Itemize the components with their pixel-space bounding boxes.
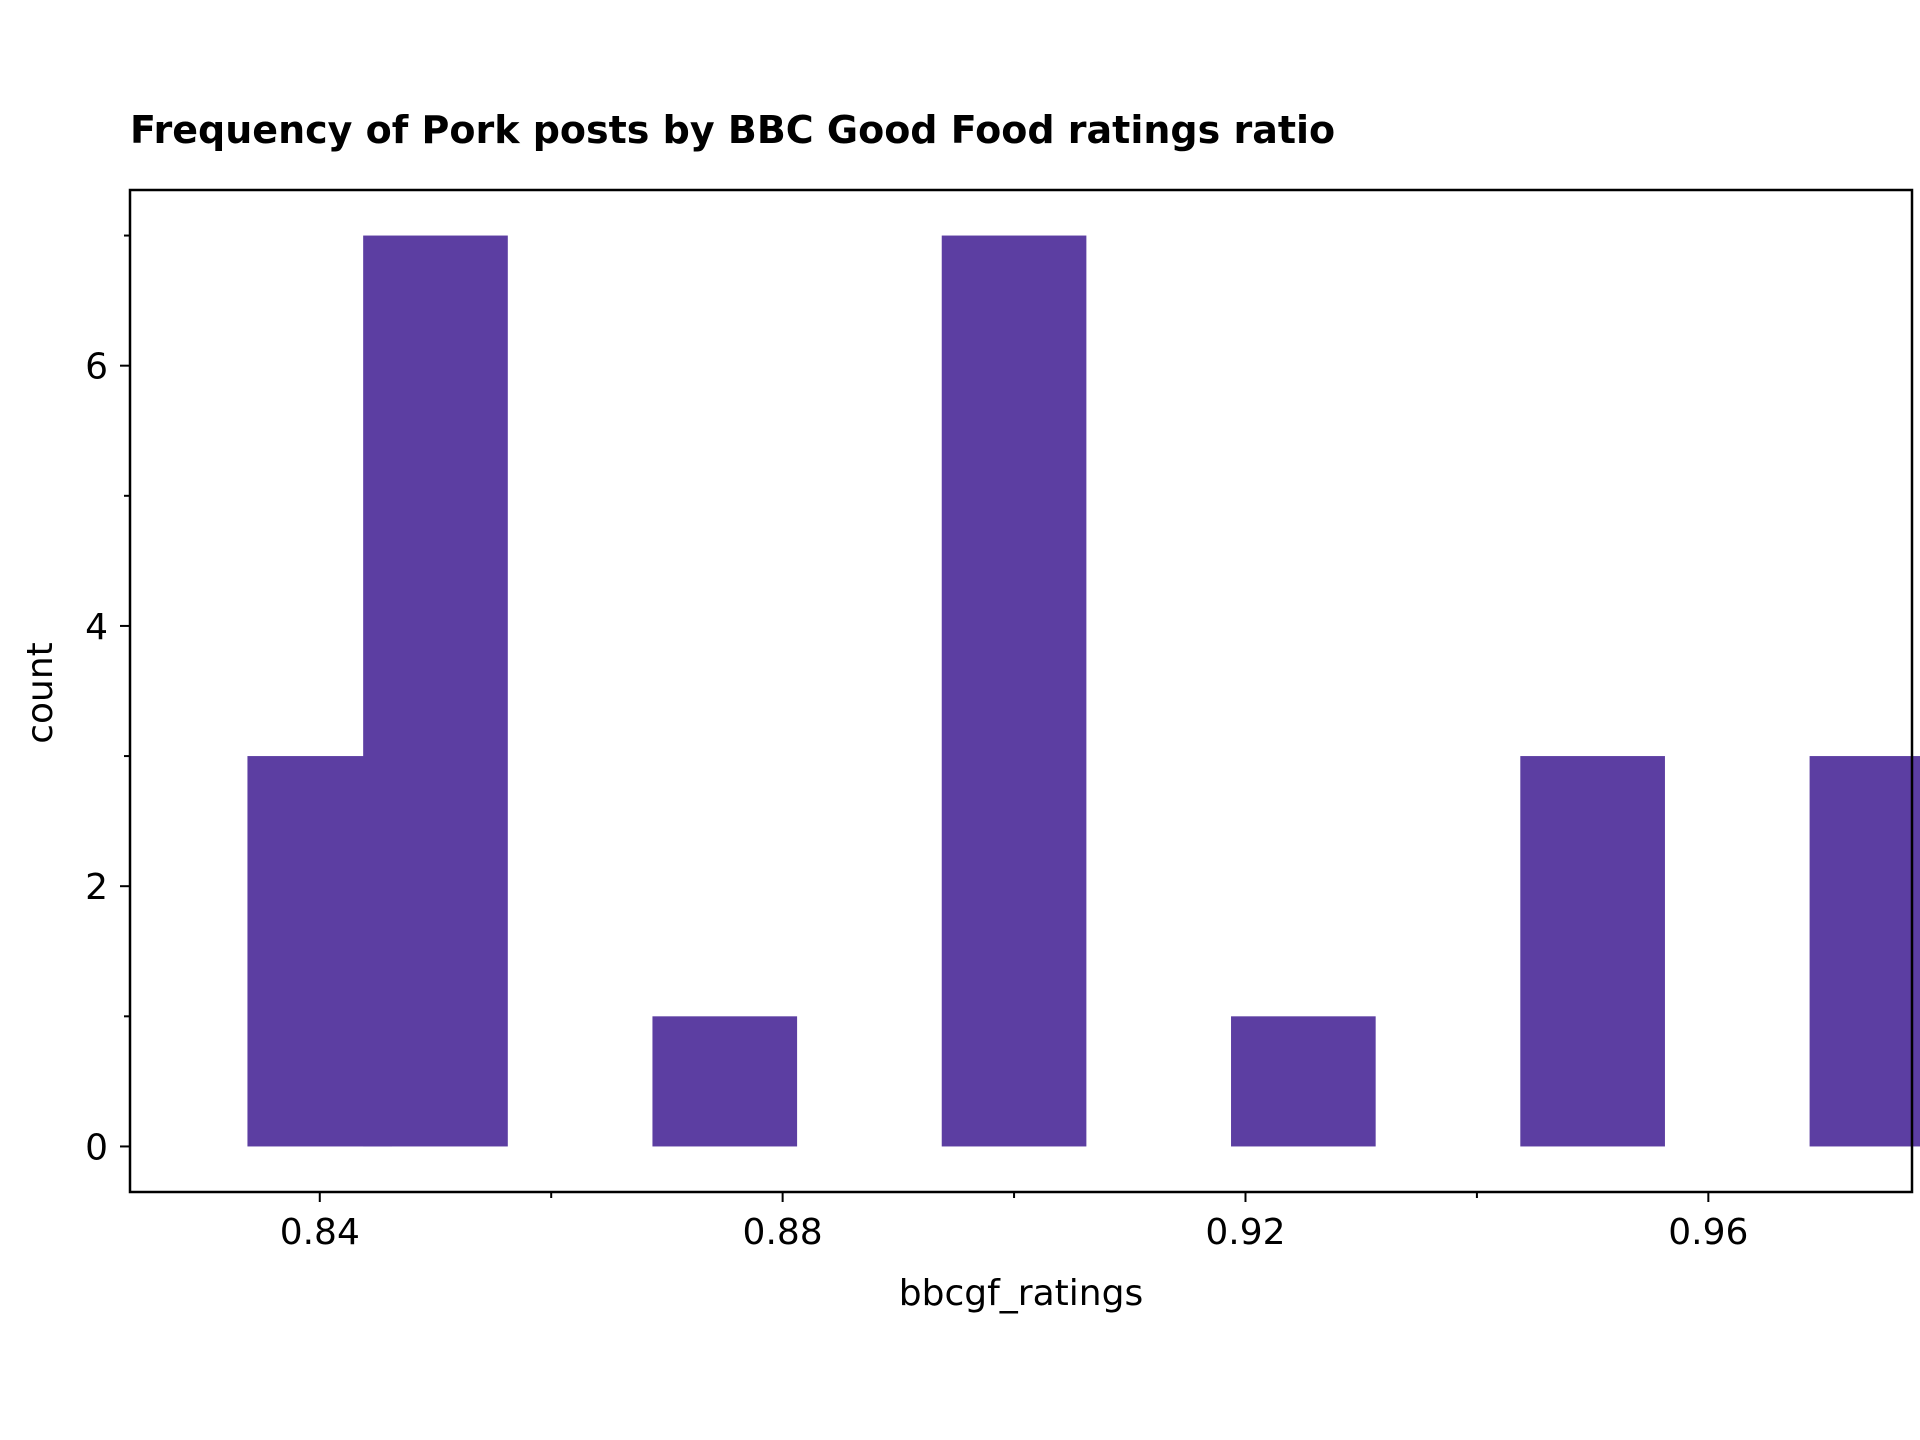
chart-title: Frequency of Pork posts by BBC Good Food… <box>130 108 1335 152</box>
x-tick-label-2: 0.92 <box>1205 1212 1285 1253</box>
bar-4 <box>1231 1016 1376 1147</box>
x-axis-label: bbcgf_ratings <box>899 1273 1143 1314</box>
y-tick-label-2: 4 <box>85 607 108 648</box>
ticks-layer: 0.84 0.88 0.92 0.96 0 2 4 6 <box>85 234 1748 1253</box>
bars-layer <box>247 235 1920 1147</box>
bar-2 <box>652 1016 798 1147</box>
y-tick-label-1: 2 <box>85 867 108 908</box>
y-tick-label-0: 0 <box>85 1127 108 1168</box>
bar-6 <box>1809 756 1920 1147</box>
y-tick-label-3: 6 <box>85 347 108 388</box>
bar-1 <box>363 235 508 1147</box>
x-tick-label-1: 0.88 <box>743 1212 823 1253</box>
y-axis-label: count <box>20 642 61 744</box>
x-tick-label-3: 0.96 <box>1668 1212 1748 1253</box>
x-tick-label-0: 0.84 <box>280 1212 360 1253</box>
bar-3 <box>941 235 1087 1147</box>
plot-frame <box>128 188 1914 1194</box>
bar-5 <box>1520 756 1665 1147</box>
